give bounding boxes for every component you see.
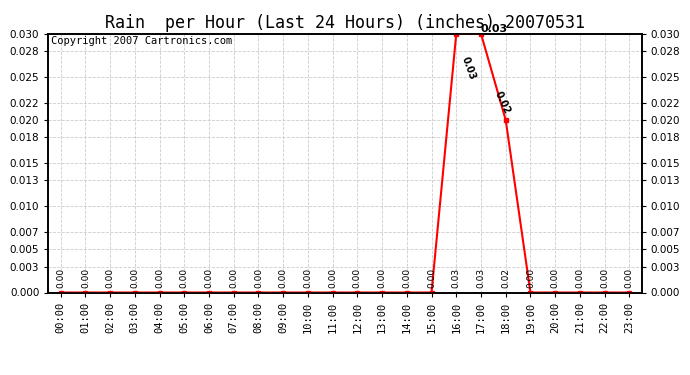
Text: 0.00: 0.00: [81, 268, 90, 288]
Text: 0.00: 0.00: [130, 268, 139, 288]
Text: 0.00: 0.00: [353, 268, 362, 288]
Text: 0.03: 0.03: [477, 268, 486, 288]
Text: 0.00: 0.00: [551, 268, 560, 288]
Text: 0.00: 0.00: [328, 268, 337, 288]
Title: Rain  per Hour (Last 24 Hours) (inches) 20070531: Rain per Hour (Last 24 Hours) (inches) 2…: [105, 14, 585, 32]
Text: 0.03: 0.03: [481, 24, 508, 34]
Text: 0.00: 0.00: [56, 268, 65, 288]
Text: 0.00: 0.00: [526, 268, 535, 288]
Text: 0.00: 0.00: [304, 268, 313, 288]
Text: 0.00: 0.00: [155, 268, 164, 288]
Text: 0.00: 0.00: [204, 268, 213, 288]
Text: 0.02: 0.02: [501, 268, 510, 288]
Text: Copyright 2007 Cartronics.com: Copyright 2007 Cartronics.com: [51, 36, 233, 46]
Text: 0.02: 0.02: [493, 90, 511, 116]
Text: 0.00: 0.00: [229, 268, 238, 288]
Text: 0.00: 0.00: [279, 268, 288, 288]
Text: 0.00: 0.00: [625, 268, 634, 288]
Text: 0.03: 0.03: [452, 268, 461, 288]
Text: 0.00: 0.00: [377, 268, 386, 288]
Text: 0.00: 0.00: [600, 268, 609, 288]
Text: 0.00: 0.00: [427, 268, 436, 288]
Text: 0.00: 0.00: [402, 268, 411, 288]
Text: 0.00: 0.00: [254, 268, 263, 288]
Text: 0.00: 0.00: [575, 268, 584, 288]
Text: 0.03: 0.03: [460, 55, 477, 81]
Text: 0.00: 0.00: [106, 268, 115, 288]
Text: 0.00: 0.00: [180, 268, 189, 288]
